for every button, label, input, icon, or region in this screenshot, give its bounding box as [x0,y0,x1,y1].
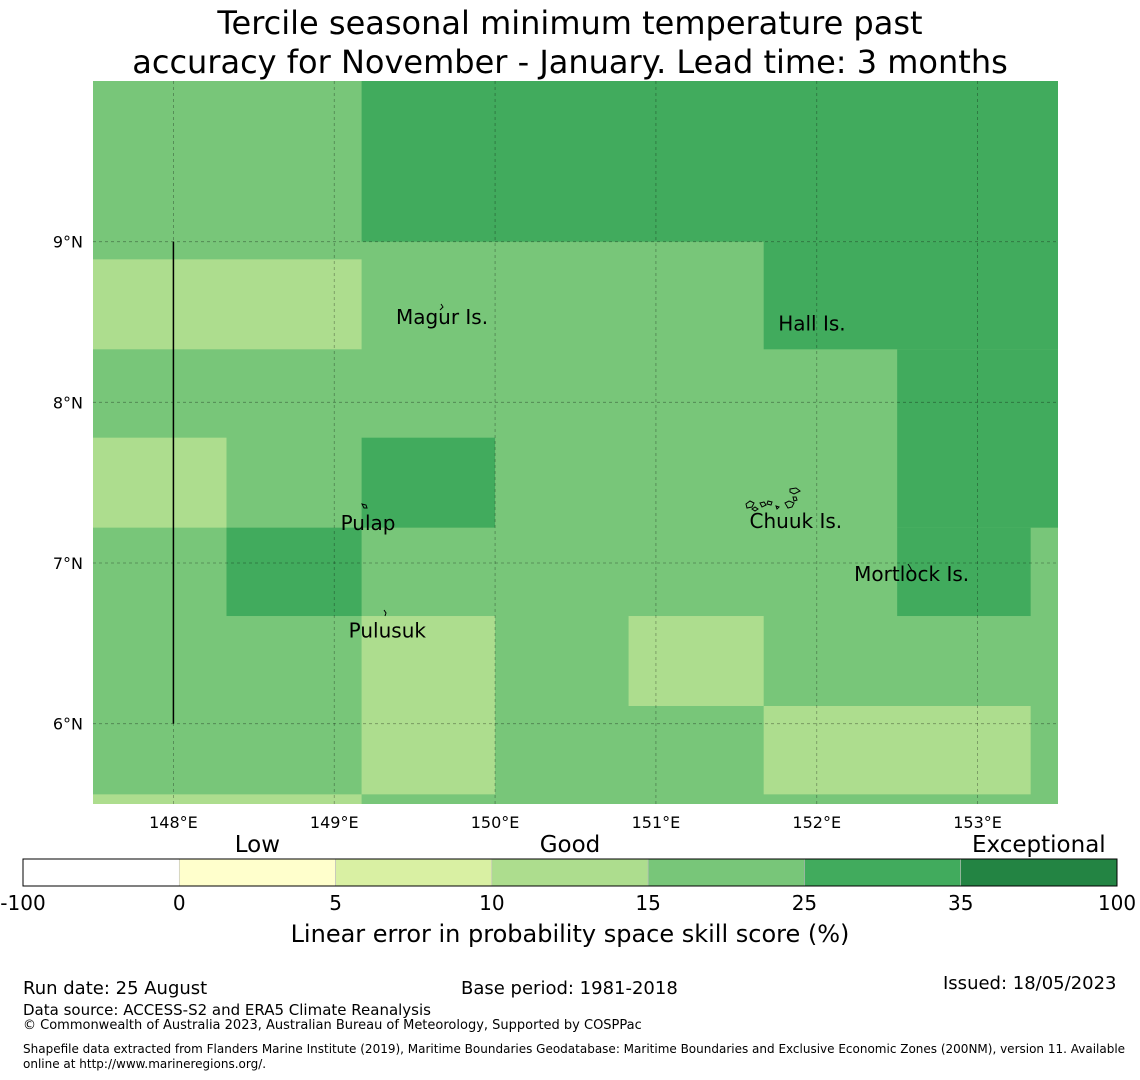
colorbar-category-label: Low [235,832,280,858]
skill-cells [93,81,1058,804]
skill-cell [628,616,764,706]
mortlock-island-outline [907,563,913,572]
longitude-tick-label: 152°E [792,813,841,832]
longitude-tick-label: 150°E [471,813,520,832]
copyright: © Commonwealth of Australia 2023, Austra… [23,1018,642,1033]
colorbar-segment [22,858,180,887]
longitude-tick-label: 153°E [953,813,1002,832]
colorbar: Low Good Exceptional -100 0 5 10 15 25 35 100 Lin… [0,832,1136,948]
latitude-tick-labels: 9°N 8°N 7°N 6°N [53,233,83,734]
place-label: Hall Is. [778,312,845,336]
colorbar-segment [647,858,805,887]
title-line-2: accuracy for November - January. Lead ti… [132,43,1008,81]
place-label: Pulap [341,511,396,535]
longitude-tick-label: 151°E [632,813,681,832]
place-label: Magur Is. [396,305,488,329]
colorbar-tick-label: 0 [173,891,186,915]
skill-cell [93,437,227,528]
map-figure: Magur Is. Hall Is. Pulap Chuuk Is. Mortlock … [0,81,1136,948]
skill-cell [897,527,1031,617]
colorbar-tick-label: -100 [0,891,45,915]
base-period: Base period: 1981-2018 [461,978,678,999]
place-label: Pulusuk [349,618,427,642]
skill-cell [226,527,362,617]
latitude-tick-label: 7°N [53,554,83,573]
skill-cell [93,259,362,350]
colorbar-tick-label: 15 [635,891,660,915]
colorbar-tick-label: 25 [792,891,817,915]
skill-cell [93,794,362,804]
skill-cell [361,437,496,528]
colorbar-segment [178,858,336,887]
colorbar-tick-labels: -100 0 5 10 15 25 35 100 [0,891,1136,915]
skill-cell [897,349,1058,528]
island-outlines [361,303,913,617]
colorbar-category-label: Good [540,832,601,858]
latitude-tick-label: 8°N [53,393,83,412]
issued-date: Issued: 18/05/2023 [943,973,1117,994]
skill-cell [361,616,496,795]
colorbar-tick-label: 35 [948,891,973,915]
pulusuk-island-outline [383,609,387,617]
place-labels: Magur Is. Hall Is. Pulap Chuuk Is. Mortlock … [341,305,970,642]
colorbar-tick-label: 5 [329,891,342,915]
colorbar-segments [22,858,1118,887]
colorbar-label: Linear error in probability space skill … [291,920,850,948]
map-area: Magur Is. Hall Is. Pulap Chuuk Is. Mortlock … [93,81,1058,804]
colorbar-category-labels: Low Good Exceptional [235,832,1106,858]
colorbar-segment [960,858,1118,887]
skill-cell [361,81,1058,242]
longitude-tick-labels: 148°E 149°E 150°E 151°E 152°E 153°E [149,813,1002,832]
run-date: Run date: 25 August [23,978,208,999]
latitude-tick-label: 9°N [53,233,83,252]
longitude-tick-label: 148°E [149,813,198,832]
place-label: Chuuk Is. [750,509,843,533]
data-source: Data source: ACCESS-S2 and ERA5 Climate … [23,1001,431,1019]
chuuk-island-outline [745,487,801,512]
colorbar-segment [804,858,962,887]
title-line-1: Tercile seasonal minimum temperature pas… [217,4,923,42]
colorbar-tick-label: 10 [479,891,504,915]
shapefile-credit-line-1: Shapefile data extracted from Flanders M… [23,1042,1126,1056]
colorbar-segment [491,858,649,887]
longitude-tick-label: 149°E [310,813,359,832]
colorbar-category-label: Exceptional [972,832,1106,858]
colorbar-tick-label: 100 [1098,891,1136,915]
magur-island-outline [439,303,444,311]
skill-cell [763,241,1058,350]
colorbar-border [22,858,1118,887]
shapefile-credit-line-2: online at http://www.marineregions.org/. [23,1057,267,1071]
skill-cell [763,705,1031,795]
place-label: Mortlock Is. [854,562,969,586]
pulap-island-outline [361,503,368,509]
latitude-tick-label: 6°N [53,715,83,734]
map-title: Tercile seasonal minimum temperature pas… [0,4,1140,82]
colorbar-segment [335,858,493,887]
